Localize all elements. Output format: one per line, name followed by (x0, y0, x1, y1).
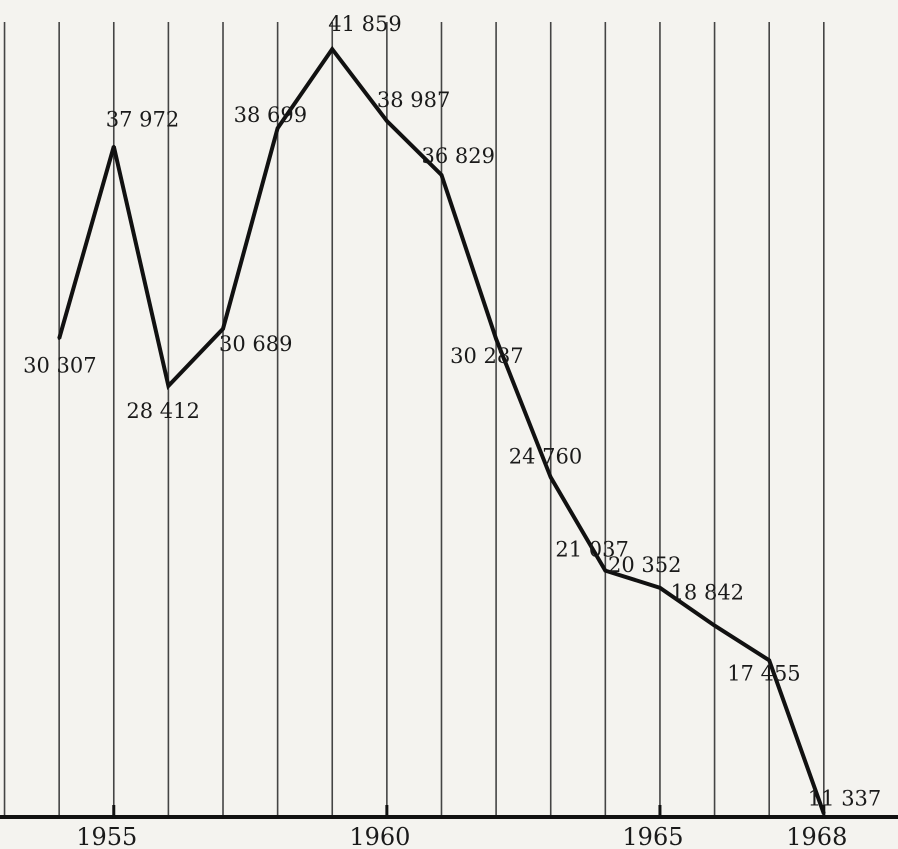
data-point (822, 812, 826, 816)
data-label: 30 307 (23, 353, 96, 377)
data-label: 18 842 (671, 581, 744, 605)
data-point (713, 624, 717, 628)
data-point (549, 475, 553, 479)
data-label: 24 760 (509, 444, 582, 468)
data-label: 36 829 (421, 144, 494, 168)
data-label: 38 699 (234, 103, 307, 127)
data-label: 41 859 (328, 12, 401, 36)
data-point (658, 586, 662, 590)
data-label: 37 972 (106, 107, 179, 131)
data-label: 11 337 (808, 787, 881, 811)
x-tick-label: 1965 (622, 823, 683, 849)
data-point (385, 119, 389, 123)
data-point (603, 569, 607, 573)
data-label: 30 287 (450, 344, 523, 368)
data-point (112, 144, 116, 148)
data-point (57, 336, 61, 340)
x-tick-label: 1968 (786, 823, 847, 849)
data-point (166, 384, 170, 388)
data-point (439, 173, 443, 177)
data-point (221, 327, 225, 331)
data-point (330, 47, 334, 51)
data-point (276, 126, 280, 130)
data-label: 38 987 (377, 88, 450, 112)
data-label: 28 412 (126, 399, 199, 423)
x-tick-label: 1960 (349, 823, 410, 849)
data-point (494, 337, 498, 341)
data-label: 30 689 (219, 332, 292, 356)
data-point (767, 658, 771, 662)
data-label: 20 352 (608, 553, 681, 577)
data-label: 17 455 (727, 661, 800, 685)
data-label: 21 037 (555, 538, 628, 562)
x-tick-label: 1955 (76, 823, 137, 849)
